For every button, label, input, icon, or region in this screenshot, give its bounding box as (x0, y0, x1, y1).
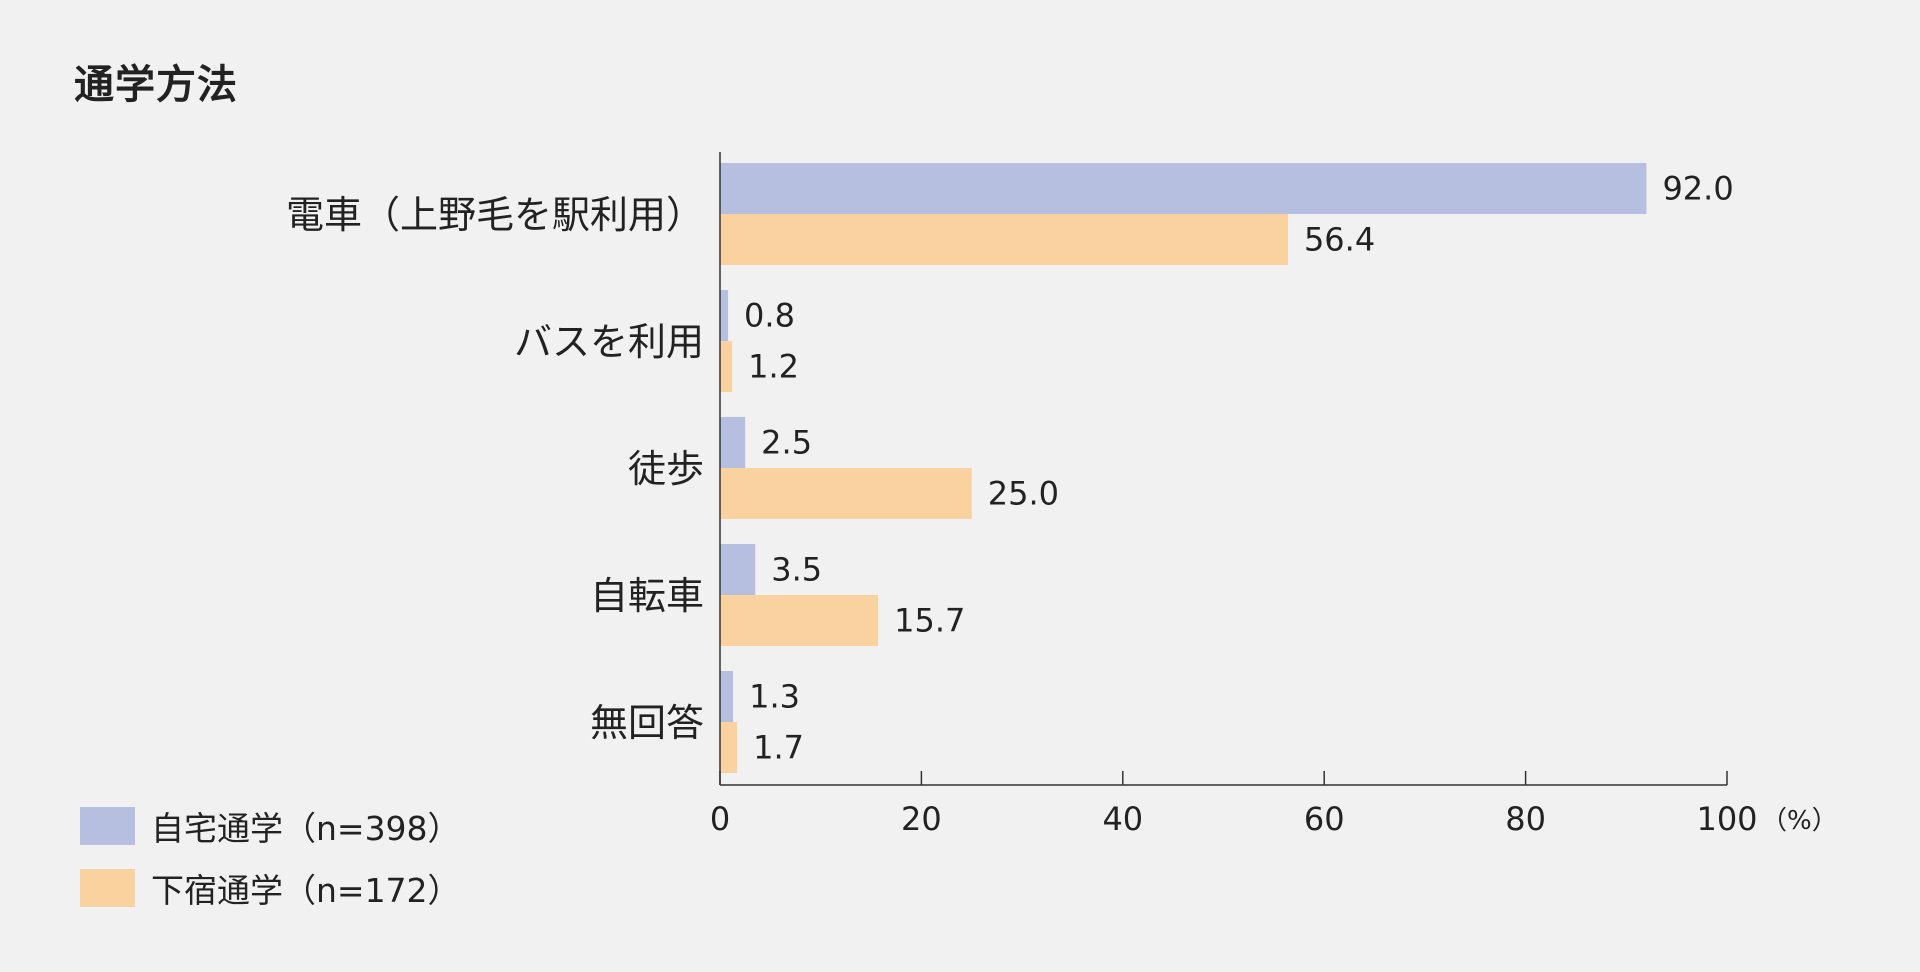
category-label: 徒歩 (628, 447, 704, 491)
legend-swatch-home (80, 807, 135, 845)
labels-layer: 92.0 56.4 電車（上野毛を駅利用） 0.8 1.2 バスを利用 2.5 25.0 徒歩 3… (286, 170, 1734, 767)
legend-item-home: 自宅通学（n=398） (80, 795, 461, 857)
legend-item-lodging: 下宿通学（n=172） (80, 857, 461, 919)
x-unit-label: （%） (1761, 806, 1838, 836)
value-label: 3.5 (771, 551, 822, 589)
bar-home-2 (720, 417, 746, 468)
bar-lodging-0 (720, 214, 1288, 265)
x-tick-label: 40 (1102, 800, 1143, 838)
axis-layer: 0 20 40 60 80 100 （%） (710, 152, 1838, 838)
value-label: 1.7 (753, 729, 804, 767)
bar-lodging-4 (720, 722, 738, 773)
bar-lodging-3 (720, 595, 879, 646)
bar-home-1 (720, 290, 729, 341)
value-label: 25.0 (988, 475, 1059, 513)
bar-lodging-1 (720, 341, 733, 392)
legend: 自宅通学（n=398） 下宿通学（n=172） (80, 795, 461, 919)
legend-label-home: 自宅通学（n=398） (151, 809, 461, 848)
bar-home-4 (720, 671, 734, 722)
value-label: 15.7 (894, 602, 965, 640)
x-tick-label: 60 (1304, 800, 1345, 838)
value-label: 92.0 (1662, 170, 1733, 208)
bars-layer (720, 163, 1647, 773)
x-tick-label: 0 (710, 800, 730, 838)
chart-title: 通学方法 (74, 62, 238, 108)
x-tick-label: 100 (1696, 800, 1757, 838)
x-tick-label: 20 (901, 800, 942, 838)
bar-home-3 (720, 544, 756, 595)
legend-swatch-lodging (80, 869, 135, 907)
category-label: バスを利用 (514, 320, 704, 364)
bar-home-0 (720, 163, 1647, 214)
category-label: 電車（上野毛を駅利用） (286, 193, 704, 237)
value-label: 2.5 (761, 424, 812, 462)
x-tick-label: 80 (1505, 800, 1546, 838)
value-label: 0.8 (744, 297, 795, 335)
category-label: 無回答 (590, 701, 704, 745)
category-label: 自転車 (590, 574, 704, 618)
legend-label-lodging: 下宿通学（n=172） (151, 871, 461, 910)
value-label: 56.4 (1304, 221, 1375, 259)
value-label: 1.3 (749, 678, 800, 716)
bar-lodging-2 (720, 468, 972, 519)
value-label: 1.2 (748, 348, 799, 386)
